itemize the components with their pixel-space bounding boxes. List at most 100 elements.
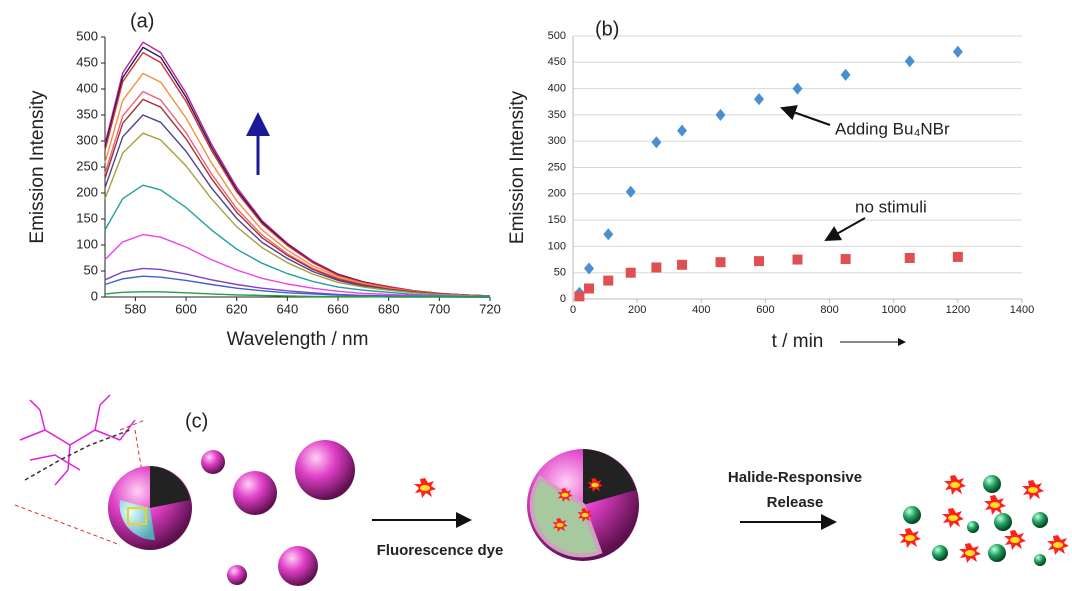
step-label: Halide-Responsive: [728, 469, 862, 486]
point: [626, 268, 636, 278]
dye: [414, 478, 436, 498]
y-tick-label: 0: [91, 288, 98, 303]
point: [716, 109, 726, 121]
y-tick-label: 100: [548, 240, 566, 252]
line: [105, 235, 490, 297]
y-tick-label: 300: [548, 135, 566, 147]
y-tick-label: 250: [76, 158, 98, 173]
point: [754, 256, 764, 266]
y-tick-label: 150: [548, 214, 566, 226]
vesicle-fragment: [967, 521, 979, 533]
dye: [899, 528, 921, 548]
x-tick-label: 600: [756, 304, 774, 316]
x-tick-label: 600: [175, 301, 197, 316]
vesicle-fragment: [994, 513, 1012, 531]
annotation: no stimuli: [855, 197, 927, 216]
dye: [1004, 530, 1026, 550]
panel-label: (a): [130, 10, 154, 32]
y-tick-label: 50: [554, 267, 566, 279]
line: [105, 42, 490, 296]
x-tick-label: 660: [327, 301, 349, 316]
x-tick-label: 800: [820, 304, 838, 316]
y-tick-label: 100: [76, 236, 98, 251]
annotation-arrow: [782, 108, 830, 125]
x-tick-label: 0: [570, 304, 576, 316]
point: [677, 260, 687, 270]
y-tick-label: 450: [76, 54, 98, 69]
y-tick-label: 250: [548, 161, 566, 173]
chart-b: 0 50 100 150 200 250 300 350 400 450 500 0 200 400 600…: [507, 18, 1034, 352]
step-label: Release: [767, 494, 824, 511]
y-tick-label: 400: [76, 80, 98, 95]
dye: [959, 543, 981, 563]
point: [953, 252, 963, 262]
x-tick-label: 720: [479, 301, 501, 316]
point: [716, 257, 726, 267]
point: [953, 46, 963, 58]
point: [651, 136, 661, 148]
x-axis-label: t / min: [772, 331, 824, 352]
x-tick-label: 400: [692, 304, 710, 316]
panel-label: (c): [185, 410, 208, 432]
y-axis-label: Emission Intensity: [27, 90, 48, 244]
x-axis-label: Wavelength / nm: [227, 329, 369, 350]
vesicle: [227, 565, 247, 585]
line: [105, 133, 490, 296]
x-tick-label: 200: [628, 304, 646, 316]
y-tick-label: 400: [548, 83, 566, 95]
y-tick-label: 500: [548, 30, 566, 42]
y-tick-label: 300: [76, 132, 98, 147]
x-tick-label: 640: [277, 301, 299, 316]
vesicle-fragment: [1032, 512, 1048, 528]
dye: [944, 475, 966, 495]
point: [793, 83, 803, 95]
vesicle-fragment: [903, 506, 921, 524]
y-tick-label: 50: [84, 262, 98, 277]
dye: [942, 508, 964, 528]
point: [677, 125, 687, 137]
annotation-arrow: [826, 218, 865, 240]
vesicle-fragment: [988, 544, 1006, 562]
point: [651, 262, 661, 272]
point: [574, 291, 584, 301]
point: [905, 55, 915, 67]
line: [105, 185, 490, 296]
line: [105, 92, 490, 296]
x-tick-label: 1400: [1010, 304, 1034, 316]
x-tick-label: 1000: [881, 304, 905, 316]
point: [626, 186, 636, 198]
vesicle-fragment: [983, 475, 1001, 493]
y-tick-label: 500: [76, 28, 98, 43]
diagram: (c) Fluorescence dye Halide-Responsive R…: [15, 395, 1069, 586]
vesicle: [278, 546, 318, 586]
vesicle-fragment: [932, 545, 948, 561]
point: [754, 93, 764, 105]
x-tick-label: 1200: [946, 304, 970, 316]
vesicle: [201, 450, 225, 474]
dye: [984, 495, 1006, 515]
x-tick-label: 680: [378, 301, 400, 316]
panel-label: (b): [595, 18, 619, 40]
vesicle: [233, 471, 277, 515]
annotation: Adding Bu₄NBr: [835, 119, 950, 138]
y-axis-label: Emission Intensity: [507, 90, 528, 244]
point: [584, 283, 594, 293]
molecule: [20, 395, 135, 485]
vesicle: [295, 440, 355, 500]
y-tick-label: 200: [76, 184, 98, 199]
point: [905, 253, 915, 263]
y-tick-label: 200: [548, 188, 566, 200]
x-tick-label: 580: [125, 301, 147, 316]
dye: [1022, 480, 1044, 500]
x-tick-label: 700: [428, 301, 450, 316]
y-tick-label: 150: [76, 210, 98, 225]
line: [105, 73, 490, 296]
point: [841, 254, 851, 264]
y-tick-label: 350: [548, 109, 566, 121]
point: [793, 255, 803, 265]
vesicle-fragment: [1034, 554, 1046, 566]
y-tick-label: 450: [548, 56, 566, 68]
x-tick-label: 620: [226, 301, 248, 316]
dye: [1047, 535, 1069, 555]
y-tick-label: 0: [560, 293, 566, 305]
